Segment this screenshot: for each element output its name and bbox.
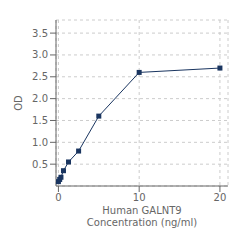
svg-text:OD: OD — [13, 95, 24, 111]
svg-text:0.5: 0.5 — [32, 159, 48, 170]
svg-text:3.5: 3.5 — [32, 28, 48, 39]
svg-text:Human GALNT9Concentration (ng/: Human GALNT9Concentration (ng/ml) — [87, 205, 197, 228]
svg-text:3.0: 3.0 — [32, 49, 48, 60]
svg-text:20: 20 — [214, 192, 227, 203]
svg-text:0: 0 — [55, 192, 61, 203]
svg-text:2.5: 2.5 — [32, 71, 48, 82]
svg-text:1.5: 1.5 — [32, 115, 48, 126]
svg-text:2.0: 2.0 — [32, 93, 48, 104]
svg-text:10: 10 — [133, 192, 146, 203]
svg-text:1.0: 1.0 — [32, 137, 48, 148]
